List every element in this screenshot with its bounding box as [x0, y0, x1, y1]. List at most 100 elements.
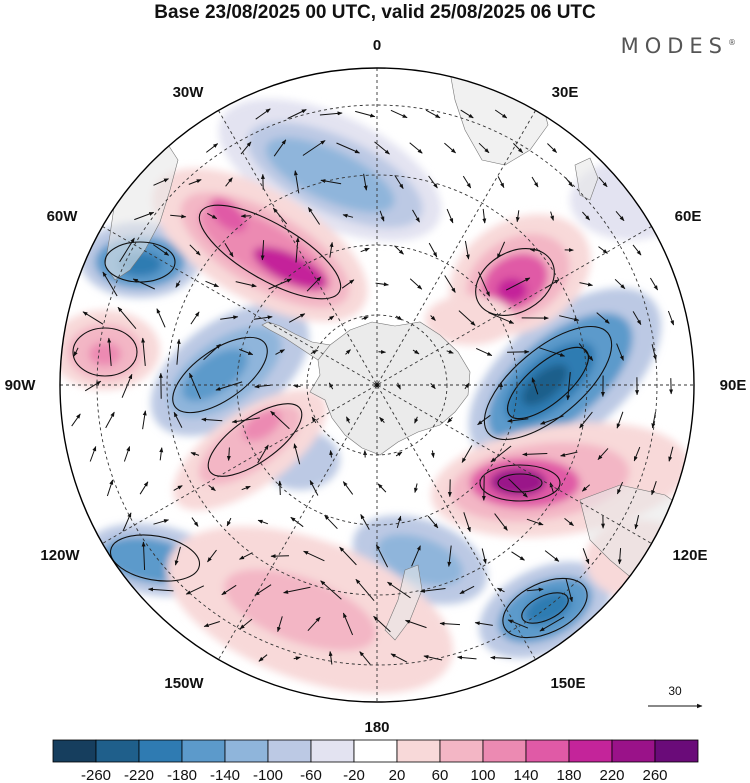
wind-arrow: [430, 450, 435, 458]
wind-arrow: [447, 545, 452, 567]
wind-arrow: [328, 382, 334, 390]
wind-arrow: [173, 411, 183, 428]
wind-arrow: [153, 519, 169, 525]
wind-arrow: [564, 518, 574, 526]
wind-arrow: [463, 512, 471, 533]
wind-arrow: [373, 615, 391, 633]
wind-arrow: [355, 110, 376, 118]
wind-arrow: [579, 411, 593, 429]
contour-lines: [72, 204, 613, 639]
wind-arrow: [156, 308, 166, 328]
label-120e: 120E: [672, 547, 707, 564]
map-boundary: [59, 67, 695, 703]
wind-arrow: [481, 548, 487, 564]
wind-arrow: [375, 282, 389, 287]
wind-arrow: [632, 244, 642, 256]
wind-arrow: [582, 548, 590, 565]
wind-arrow: [565, 578, 573, 603]
wind-arrow: [153, 178, 169, 186]
label-60w: 60W: [47, 208, 79, 225]
wind-arrow: [614, 278, 626, 290]
wind-arrow: [412, 349, 420, 355]
wind-arrow: [142, 410, 147, 430]
anomaly-negative: [377, 534, 463, 586]
wind-arrow: [651, 481, 657, 496]
wind-arrow: [287, 109, 307, 119]
wind-arrow: [132, 278, 156, 290]
wind-arrow: [117, 306, 137, 330]
wind-arrow: [226, 517, 232, 527]
wind-arrow: [579, 282, 593, 287]
wind-arrow: [191, 517, 199, 527]
wind-arrow: [283, 586, 311, 594]
wind-arrow: [320, 179, 342, 185]
wind-arrow: [505, 277, 531, 291]
wind-arrow: [329, 450, 334, 458]
colorbar-tick-label: -180: [167, 767, 197, 783]
wind-reference: 30: [648, 684, 703, 709]
wind-arrow: [478, 271, 490, 297]
wind-arrow: [497, 587, 505, 593]
wind-arrow: [508, 478, 528, 498]
wind-arrow: [105, 411, 115, 429]
wind-arrow: [439, 621, 461, 626]
wind-vectors: [71, 108, 675, 665]
meridian-line: [102, 226, 652, 544]
wind-arrow: [494, 513, 508, 531]
wind-arrow: [565, 177, 573, 187]
wind-arrow: [464, 382, 470, 390]
wind-arrow: [290, 516, 304, 528]
wind-arrow: [277, 480, 282, 496]
wind-arrow: [121, 373, 133, 398]
wind-arrow: [293, 656, 301, 661]
contour: [109, 534, 201, 582]
wind-arrow: [320, 580, 342, 600]
anomaly-negative: [265, 137, 395, 213]
wind-arrow: [207, 549, 217, 563]
south-pole-dot: [375, 383, 379, 387]
wind-arrow: [394, 245, 404, 255]
wind-arrow: [615, 210, 625, 222]
anomaly-positive: [224, 569, 376, 651]
wind-arrow: [632, 311, 642, 326]
wind-arrow: [540, 415, 564, 425]
wind-arrow: [507, 619, 529, 629]
colorbar-tick-label: 180: [556, 767, 581, 783]
wind-arrow: [141, 337, 146, 366]
wind-arrow: [122, 512, 132, 532]
colorbar-tick-label: -220: [124, 767, 154, 783]
anomaly-negative: [182, 348, 248, 402]
colorbar-tick-label: -260: [81, 767, 111, 783]
wind-reference-value: 30: [668, 684, 682, 698]
wind-arrow: [459, 585, 475, 595]
wind-arrow: [226, 447, 231, 461]
colorbar-tick-label: 220: [599, 767, 624, 783]
wind-arrow: [482, 208, 487, 224]
wind-arrow: [582, 211, 590, 221]
wind-arrow: [175, 280, 181, 288]
wind-arrow: [225, 177, 233, 187]
wind-arrow: [359, 651, 371, 665]
wind-arrow: [444, 142, 456, 154]
registered-mark: ®: [728, 38, 736, 47]
wind-arrow: [596, 312, 610, 324]
wind-arrow: [148, 587, 174, 592]
antarctica: [309, 321, 471, 456]
wind-arrow: [293, 384, 301, 389]
wind-arrow: [119, 237, 135, 263]
colorbar-swatch: [181, 739, 226, 763]
wind-arrow: [270, 410, 290, 430]
wind-arrow: [190, 311, 200, 325]
wind-arrow: [374, 141, 390, 155]
wind-arrow: [303, 550, 325, 562]
wind-arrow: [394, 175, 404, 190]
madagascar: [574, 157, 599, 201]
contour: [497, 473, 543, 493]
anomaly-positive: [425, 295, 515, 345]
contour: [502, 577, 588, 639]
wind-arrow: [462, 175, 472, 189]
wind-arrow: [668, 446, 674, 462]
wind-arrow: [220, 315, 239, 320]
colorbar-swatch: [482, 739, 527, 763]
